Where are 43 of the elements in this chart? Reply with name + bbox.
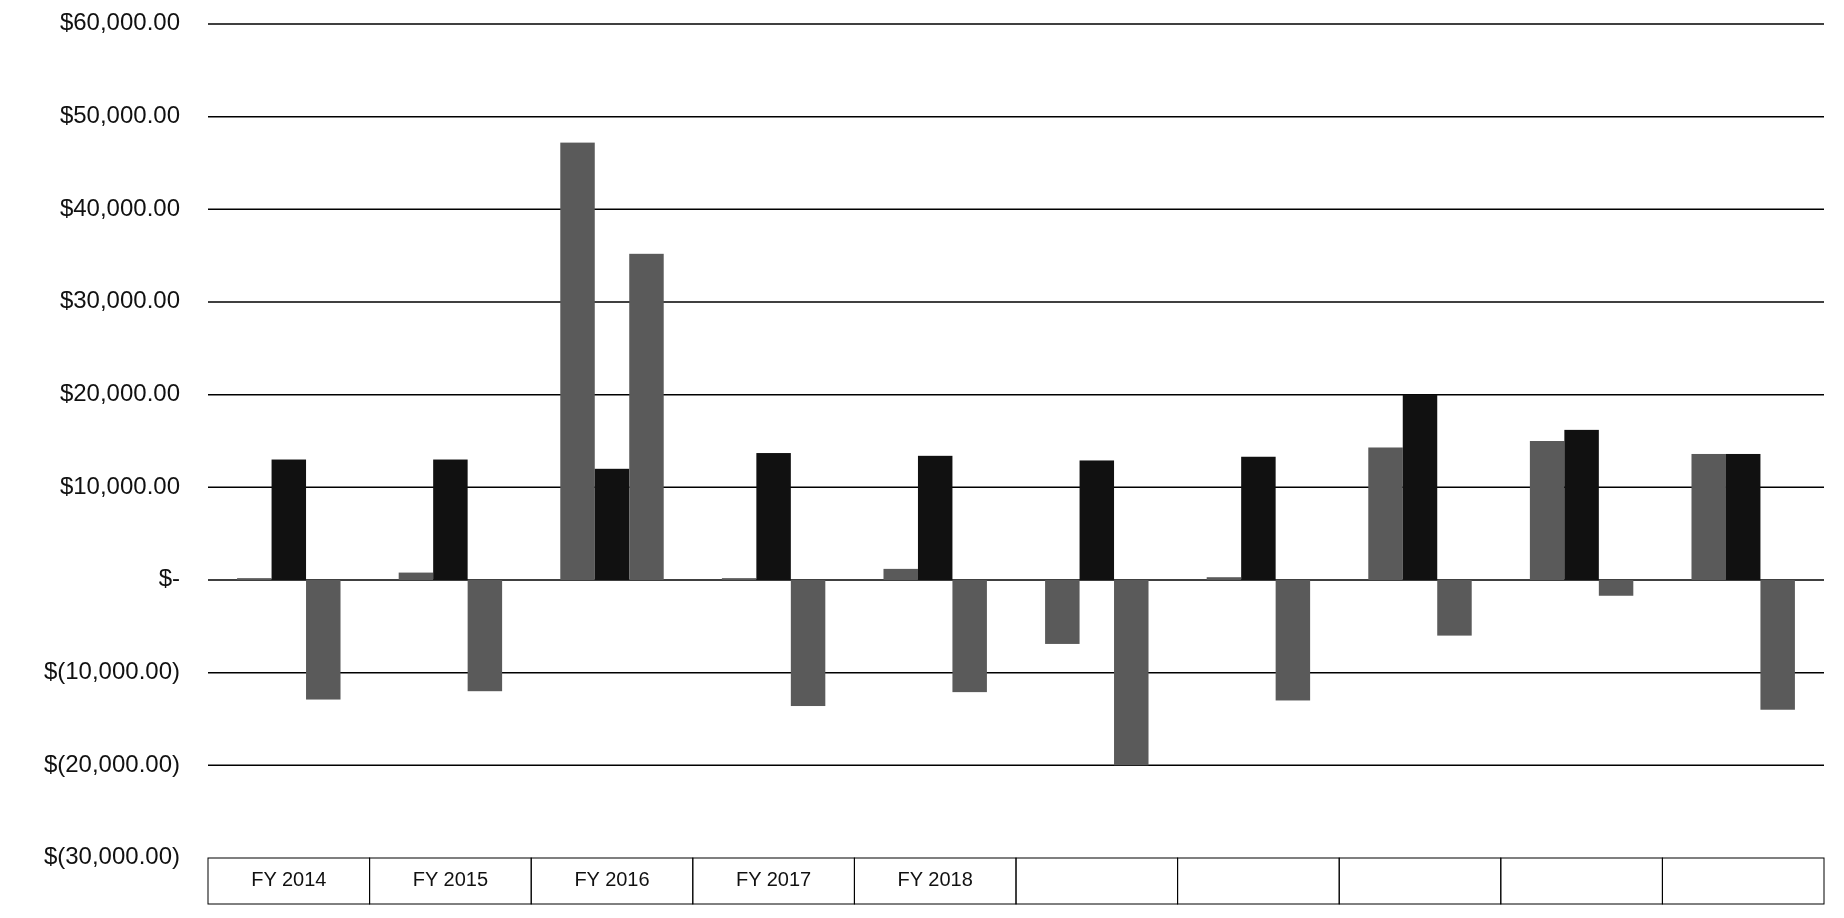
bar — [1079, 460, 1115, 580]
bar — [1691, 453, 1726, 580]
y-tick-label: $50,000.00 — [59, 101, 180, 129]
bar — [790, 580, 826, 707]
bar — [629, 253, 664, 580]
bar — [1045, 580, 1080, 644]
bar — [756, 453, 791, 580]
bar — [883, 568, 918, 580]
y-tick-label: $(30,000.00) — [43, 842, 180, 870]
bar — [1402, 394, 1438, 580]
bar — [1598, 580, 1634, 596]
bar — [433, 459, 468, 580]
bar — [917, 455, 953, 580]
x-tick-label: FY 2017 — [735, 868, 812, 891]
bar — [1368, 447, 1403, 580]
y-tick-label: $60,000.00 — [59, 8, 180, 36]
bar — [467, 580, 503, 692]
bar — [398, 572, 434, 580]
y-tick-label: $(20,000.00) — [43, 749, 180, 777]
x-tick-label: FY 2016 — [574, 868, 650, 891]
y-tick-label: $(10,000.00) — [43, 657, 180, 685]
bar — [1206, 577, 1242, 580]
bar — [594, 468, 630, 580]
y-tick-label: $- — [158, 564, 180, 592]
bar — [1529, 441, 1565, 580]
y-tick-label: $40,000.00 — [59, 193, 180, 221]
bar — [1564, 429, 1599, 580]
bar — [1437, 580, 1472, 636]
bar — [952, 580, 987, 693]
bar — [1114, 580, 1149, 766]
x-tick-label: FY 2018 — [897, 868, 973, 891]
bar — [1241, 456, 1276, 580]
y-tick-label: $10,000.00 — [59, 471, 180, 499]
x-tick-label: FY 2015 — [412, 868, 489, 891]
y-tick-label: $20,000.00 — [59, 379, 180, 407]
bar — [306, 580, 341, 700]
x-tick-label: FY 2014 — [251, 868, 327, 891]
bar — [1760, 580, 1795, 710]
y-tick-label: $30,000.00 — [59, 286, 180, 314]
bar — [1275, 580, 1311, 701]
bar — [560, 142, 595, 580]
bar — [1725, 453, 1761, 580]
bar — [271, 459, 307, 580]
